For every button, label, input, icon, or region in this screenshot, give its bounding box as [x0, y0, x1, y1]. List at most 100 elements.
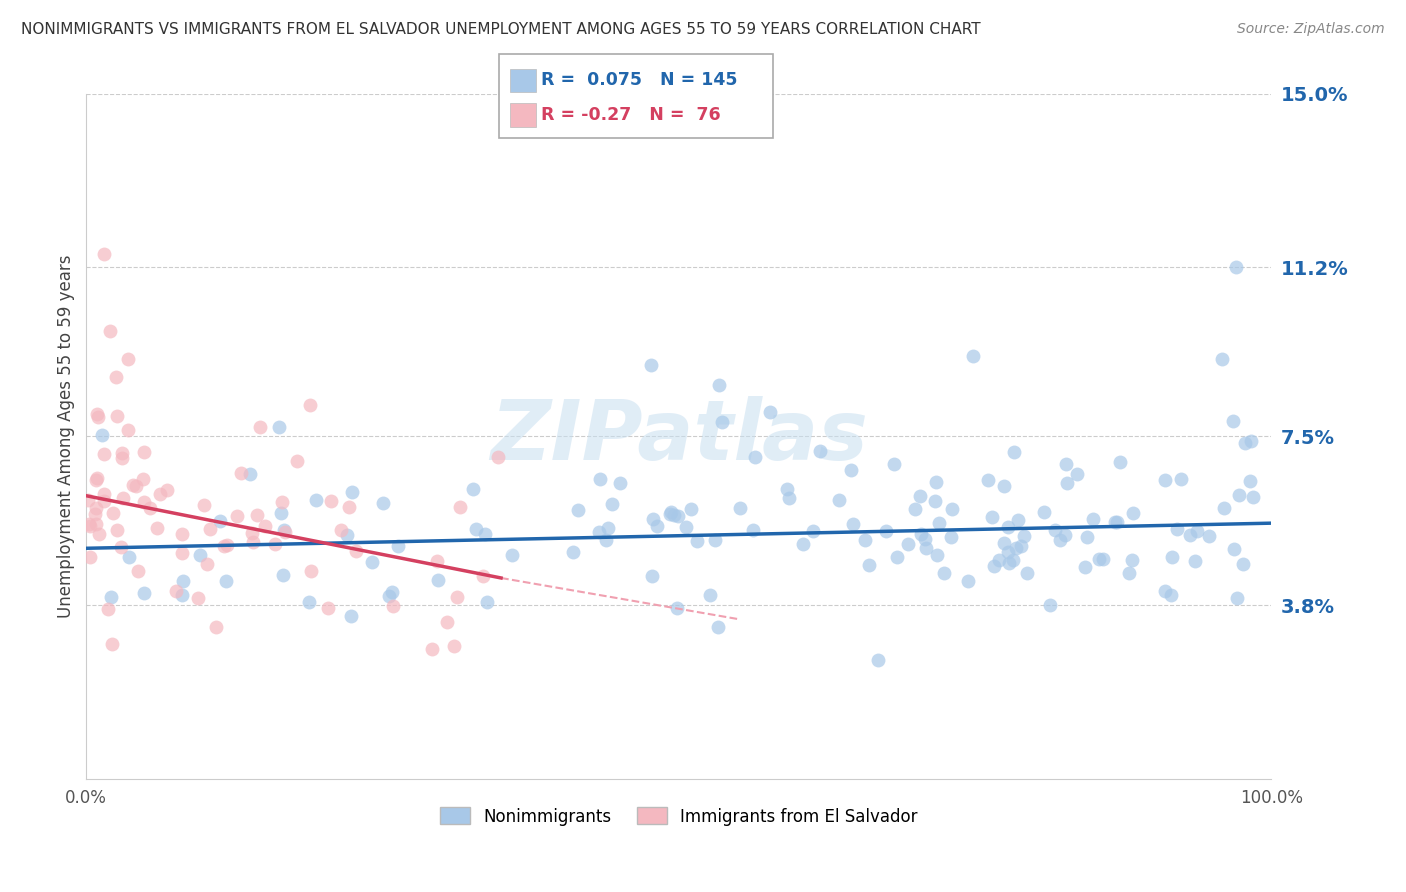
Point: [215, 574, 238, 589]
Point: [1043, 523, 1066, 537]
Point: [87, 526, 110, 541]
Point: [1122, 507, 1144, 521]
Point: [231, 467, 253, 481]
Point: [828, 492, 851, 507]
Point: [1213, 500, 1236, 515]
Point: [111, 451, 134, 466]
Point: [758, 405, 780, 419]
Point: [239, 467, 262, 481]
Point: [1240, 434, 1263, 448]
Point: [686, 533, 709, 548]
Point: [83, 507, 105, 521]
Point: [1056, 476, 1078, 491]
Point: [941, 502, 963, 516]
Point: [318, 600, 340, 615]
Point: [801, 524, 824, 538]
Point: [330, 523, 353, 537]
Point: [339, 608, 361, 623]
Point: [305, 492, 328, 507]
Point: [274, 524, 297, 539]
Point: [193, 498, 215, 512]
Point: [93, 246, 115, 260]
Point: [742, 523, 765, 537]
Point: [77, 516, 100, 531]
Point: [1222, 414, 1244, 428]
Point: [730, 501, 752, 516]
Point: [471, 568, 494, 582]
Legend: Nonimmigrants, Immigrants from El Salvador: Nonimmigrants, Immigrants from El Salvad…: [433, 801, 924, 832]
Point: [100, 590, 122, 604]
Point: [149, 487, 172, 501]
Point: [104, 370, 127, 384]
Point: [446, 590, 468, 604]
Point: [1154, 474, 1177, 488]
Point: [928, 516, 950, 531]
Point: [273, 523, 295, 537]
Point: [1239, 474, 1261, 488]
Point: [675, 519, 697, 533]
Text: ZIPatlas: ZIPatlas: [489, 396, 868, 477]
Point: [132, 445, 155, 459]
Point: [659, 507, 682, 521]
Point: [124, 479, 146, 493]
Point: [1211, 352, 1233, 367]
Point: [443, 639, 465, 653]
Point: [1007, 513, 1029, 527]
Point: [93, 487, 115, 501]
Point: [640, 358, 662, 372]
Point: [98, 324, 121, 338]
Point: [1184, 553, 1206, 567]
Point: [1010, 540, 1032, 554]
Point: [1187, 524, 1209, 539]
Point: [298, 594, 321, 608]
Point: [84, 500, 107, 515]
Point: [103, 506, 125, 520]
Point: [110, 540, 132, 554]
Point: [97, 602, 120, 616]
Point: [501, 548, 523, 562]
Point: [988, 553, 1011, 567]
Point: [699, 587, 721, 601]
Point: [344, 544, 367, 558]
Point: [588, 524, 610, 539]
Point: [387, 539, 409, 553]
Point: [1105, 515, 1128, 529]
Point: [567, 503, 589, 517]
Point: [420, 642, 443, 657]
Point: [131, 472, 153, 486]
Point: [914, 541, 936, 556]
Point: [1032, 505, 1054, 519]
Point: [187, 591, 209, 605]
Point: [998, 556, 1021, 570]
Point: [105, 523, 128, 537]
Point: [165, 584, 187, 599]
Point: [924, 493, 946, 508]
Point: [337, 500, 360, 514]
Point: [190, 548, 212, 562]
Point: [156, 483, 179, 497]
Point: [839, 463, 862, 477]
Point: [436, 615, 458, 629]
Point: [1222, 541, 1244, 556]
Point: [336, 528, 359, 542]
Point: [226, 509, 249, 524]
Point: [475, 594, 498, 608]
Point: [983, 558, 1005, 573]
Point: [939, 530, 962, 544]
Point: [76, 492, 98, 507]
Point: [1054, 457, 1077, 471]
Text: Source: ZipAtlas.com: Source: ZipAtlas.com: [1237, 22, 1385, 37]
Point: [461, 483, 484, 497]
Point: [361, 555, 384, 569]
Point: [200, 522, 222, 536]
Point: [868, 653, 890, 667]
Point: [1160, 550, 1182, 565]
Point: [121, 478, 143, 492]
Point: [897, 537, 920, 551]
Point: [249, 420, 271, 434]
Point: [205, 620, 228, 634]
Point: [371, 496, 394, 510]
Point: [79, 550, 101, 565]
Point: [609, 476, 631, 491]
Point: [381, 599, 404, 614]
